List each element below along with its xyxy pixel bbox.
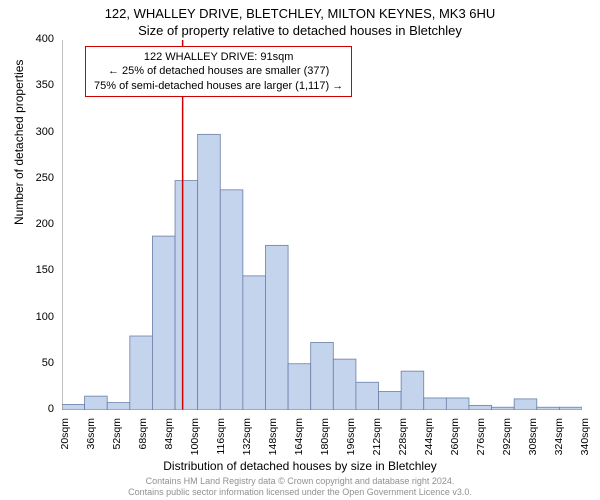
footer-line2: Contains public sector information licen…: [0, 487, 600, 498]
histogram-bar: [175, 181, 198, 410]
y-tick-label: 150: [24, 264, 54, 276]
x-axis-label: Distribution of detached houses by size …: [0, 459, 600, 473]
footer-line1: Contains HM Land Registry data © Crown c…: [0, 476, 600, 487]
histogram-bar: [288, 364, 311, 410]
x-tick-label: 68sqm: [137, 418, 149, 463]
histogram-bar: [130, 336, 153, 410]
chart-title-description: Size of property relative to detached ho…: [0, 23, 600, 38]
y-tick-label: 400: [24, 33, 54, 45]
x-tick-label: 132sqm: [241, 418, 253, 463]
histogram-bar: [85, 396, 108, 410]
histogram-bar: [198, 134, 221, 410]
x-tick-label: 36sqm: [85, 418, 97, 463]
y-tick-label: 50: [24, 357, 54, 369]
x-tick-label: 340sqm: [579, 418, 591, 463]
histogram-bar: [446, 398, 469, 410]
y-tick-label: 200: [24, 218, 54, 230]
histogram-bar: [220, 190, 243, 410]
x-tick-label: 244sqm: [423, 418, 435, 463]
x-tick-label: 180sqm: [319, 418, 331, 463]
y-tick-label: 350: [24, 79, 54, 91]
histogram-bar: [401, 371, 424, 410]
histogram-bar: [333, 359, 356, 410]
chart-footer: Contains HM Land Registry data © Crown c…: [0, 476, 600, 498]
x-tick-label: 164sqm: [293, 418, 305, 463]
y-tick-label: 0: [24, 403, 54, 415]
histogram-bar: [152, 236, 175, 410]
x-tick-label: 276sqm: [475, 418, 487, 463]
histogram-bar: [379, 392, 402, 411]
histogram-bar: [514, 399, 537, 410]
x-tick-label: 116sqm: [215, 418, 227, 463]
x-tick-label: 52sqm: [111, 418, 123, 463]
x-tick-label: 20sqm: [59, 418, 71, 463]
x-tick-label: 196sqm: [345, 418, 357, 463]
histogram-bar: [107, 403, 130, 410]
x-tick-label: 212sqm: [371, 418, 383, 463]
histogram-bar: [469, 405, 492, 410]
annotation-box: 122 WHALLEY DRIVE: 91sqm ← 25% of detach…: [85, 46, 352, 97]
x-tick-label: 260sqm: [449, 418, 461, 463]
histogram-bar: [265, 245, 288, 410]
chart-title-address: 122, WHALLEY DRIVE, BLETCHLEY, MILTON KE…: [0, 6, 600, 21]
annotation-line1: 122 WHALLEY DRIVE: 91sqm: [94, 50, 343, 64]
histogram-bar: [243, 276, 266, 410]
y-tick-label: 100: [24, 311, 54, 323]
x-tick-label: 100sqm: [189, 418, 201, 463]
y-axis-label: Number of detached properties: [12, 60, 26, 225]
x-tick-label: 308sqm: [527, 418, 539, 463]
x-tick-label: 148sqm: [267, 418, 279, 463]
x-tick-label: 228sqm: [397, 418, 409, 463]
x-tick-label: 292sqm: [501, 418, 513, 463]
x-tick-label: 324sqm: [553, 418, 565, 463]
y-tick-label: 250: [24, 172, 54, 184]
y-tick-label: 300: [24, 126, 54, 138]
x-tick-label: 84sqm: [163, 418, 175, 463]
histogram-bar: [62, 404, 85, 410]
annotation-line2: ← 25% of detached houses are smaller (37…: [94, 64, 343, 78]
chart-container: 122, WHALLEY DRIVE, BLETCHLEY, MILTON KE…: [0, 0, 600, 500]
histogram-bar: [311, 342, 334, 410]
histogram-bar: [424, 398, 447, 410]
histogram-bar: [356, 382, 379, 410]
annotation-line3: 75% of semi-detached houses are larger (…: [94, 79, 343, 93]
